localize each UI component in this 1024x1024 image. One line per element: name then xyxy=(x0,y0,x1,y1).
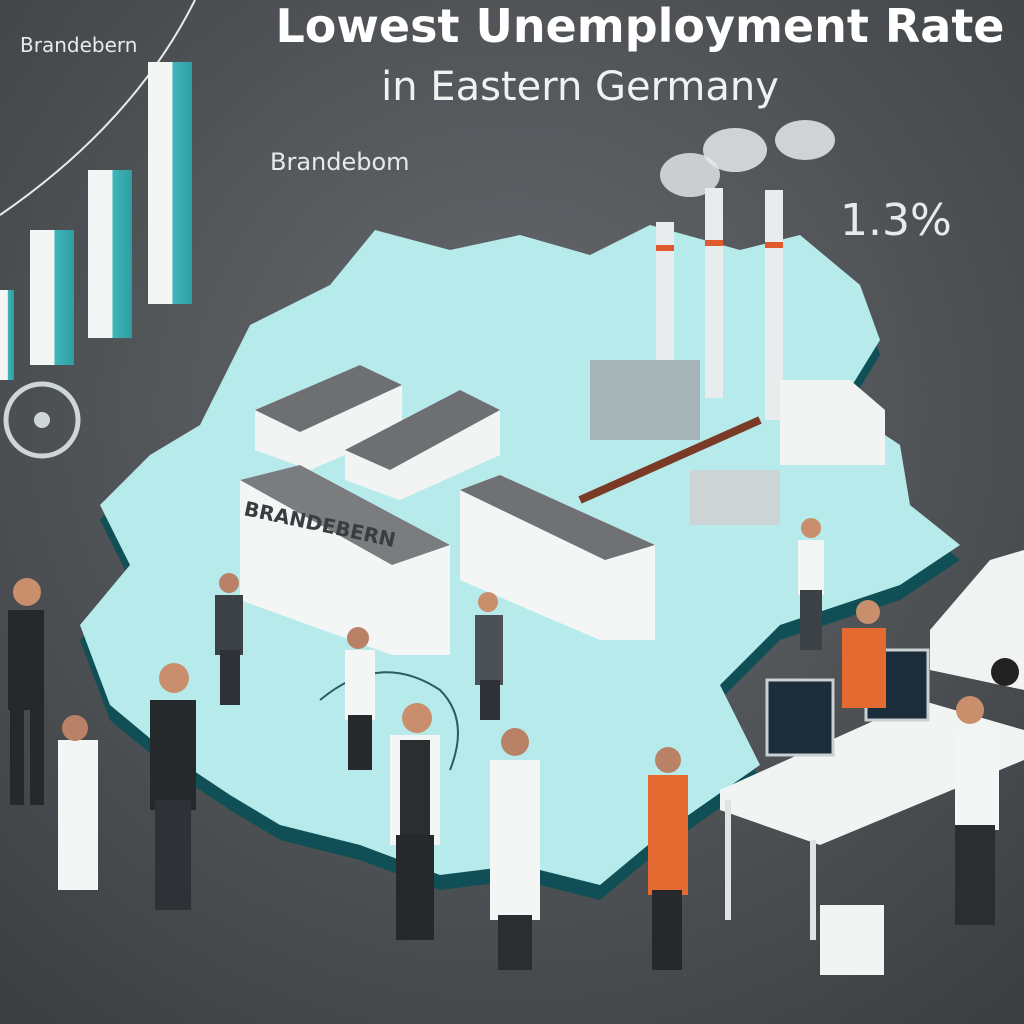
rate-label: 1.3% xyxy=(840,195,952,246)
people-part xyxy=(400,740,430,835)
power-plant xyxy=(578,120,835,525)
power-plant-part xyxy=(703,128,767,172)
people-part xyxy=(498,915,532,970)
people-part xyxy=(480,680,500,720)
people-part-part xyxy=(10,705,24,805)
people-part xyxy=(955,825,995,925)
people-part xyxy=(159,663,189,693)
people-part xyxy=(655,747,681,773)
people-part xyxy=(219,573,239,593)
power-plant-part xyxy=(705,240,723,246)
office-part xyxy=(765,678,835,757)
people-part xyxy=(347,627,369,649)
power-plant-part xyxy=(690,470,780,525)
people-part xyxy=(856,600,880,624)
office-part xyxy=(991,658,1019,686)
people-part xyxy=(345,650,375,720)
people-part xyxy=(220,650,240,705)
corner-label: Brandebern xyxy=(20,33,137,57)
office-part xyxy=(820,905,884,975)
bar-decoration-part xyxy=(0,290,14,380)
bar-decoration-part xyxy=(0,0,196,216)
buildings-part xyxy=(240,465,450,655)
people-part xyxy=(800,590,822,650)
power-plant-part xyxy=(705,188,723,398)
bar-decoration-part xyxy=(3,381,81,459)
people-part xyxy=(396,835,434,940)
office-part xyxy=(720,700,1024,845)
buildings-part xyxy=(460,475,655,560)
people-part xyxy=(842,628,886,708)
people-part xyxy=(348,715,372,770)
people-part xyxy=(955,730,999,830)
people-part xyxy=(8,610,44,805)
bar-decoration-part xyxy=(88,170,132,338)
bar-decoration xyxy=(0,0,196,459)
people-part xyxy=(475,615,503,685)
bar-decoration-part xyxy=(34,412,50,428)
buildings-part xyxy=(460,475,655,640)
office-part xyxy=(725,800,731,920)
office xyxy=(720,550,1024,975)
buildings-part xyxy=(780,380,885,465)
people-part xyxy=(150,700,196,810)
power-plant-part xyxy=(656,222,674,402)
people-part xyxy=(501,728,529,756)
power-plant-part xyxy=(590,360,700,440)
people-part xyxy=(155,800,191,910)
title: Lowest Unemployment Rate xyxy=(275,0,1004,53)
people-part xyxy=(58,740,98,890)
people-part xyxy=(652,890,682,970)
people-part xyxy=(956,696,984,724)
office-part xyxy=(930,550,1024,690)
people-part xyxy=(13,578,41,606)
buildings-part xyxy=(255,365,402,432)
people xyxy=(8,518,999,970)
power-plant-part xyxy=(660,153,720,197)
map-label: Brandebom xyxy=(270,148,410,176)
people-part xyxy=(402,703,432,733)
bar-decoration-part xyxy=(148,62,192,304)
people-part xyxy=(62,715,88,741)
people-part-part xyxy=(30,705,44,805)
buildings-part xyxy=(345,390,500,470)
power-plant-part xyxy=(765,242,783,248)
people-part xyxy=(798,540,824,595)
people-part xyxy=(478,592,498,612)
people-part xyxy=(215,595,243,655)
power-plant-part xyxy=(656,245,674,251)
buildings: BRANDEBERN xyxy=(240,365,885,655)
power-plant-part xyxy=(775,120,835,160)
buildings-part xyxy=(240,465,450,565)
subtitle: in Eastern Germany xyxy=(381,64,779,110)
people-part xyxy=(648,775,688,895)
people-part xyxy=(801,518,821,538)
people-part-part xyxy=(8,610,44,710)
power-plant-part xyxy=(578,416,762,504)
bar-decoration-part xyxy=(30,230,74,365)
people-part xyxy=(490,760,540,920)
office-part xyxy=(810,840,816,940)
